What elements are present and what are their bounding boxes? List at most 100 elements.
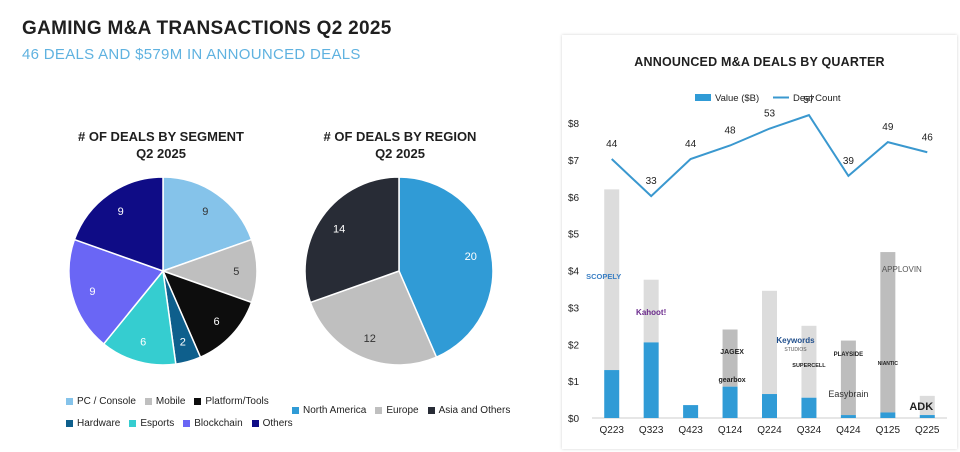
deal-count-label-q324: 57 [803, 95, 815, 106]
quarterly-combo-chart: $0 $1 $2 $3 $4 $5 $6 $7 $8 Q223 Q323 Q423 Q124 Q224 Q3… [568, 93, 947, 436]
y-tick-label: $4 [568, 267, 580, 278]
legend-swatch [183, 420, 191, 427]
legend-label: Europe [386, 405, 419, 416]
bar-value-q224 [762, 394, 777, 418]
annotation-scopely: SCOPELY [586, 272, 621, 281]
segment-label-pc-console: 9 [202, 206, 208, 218]
legend-swatch-value [695, 94, 711, 101]
bar-value-q423 [683, 405, 699, 418]
legend-swatch [251, 420, 259, 427]
annotation-jagex: JAGEX [720, 349, 744, 356]
legend-swatch [66, 420, 73, 427]
page-title: GAMING M&A TRANSACTIONS Q2 2025 [22, 18, 392, 39]
region-pie-title-block: # OF DEALS BY REGION Q2 2025 [290, 128, 510, 162]
x-tick-label-q324: Q324 [797, 425, 822, 436]
legend-swatch [144, 398, 152, 405]
bar-other-q124 [722, 329, 738, 387]
deal-count-label-q124: 48 [724, 126, 736, 137]
page-subtitle: 46 DEALS AND $579M IN ANNOUNCED DEALS [22, 46, 361, 63]
region-pie-subtitle: Q2 2025 [375, 146, 425, 161]
annotation-studios: STUDIOS [784, 347, 807, 353]
legend-swatch [194, 398, 202, 405]
segment-label-hardware: 2 [180, 337, 186, 349]
legend-label: North America [303, 405, 367, 416]
segment-label-mobile: 5 [233, 266, 239, 278]
segment-pie-chart: 9 5 6 2 6 9 9 [68, 176, 258, 366]
bar-value-q225 [919, 415, 935, 418]
annotation-easybrain: Easybrain [828, 389, 868, 399]
bar-other-q424 [840, 340, 856, 416]
legend-label: Blockchain [194, 418, 243, 429]
region-label-asia-and-others: 14 [333, 224, 345, 236]
deal-count-label-q423: 44 [685, 139, 697, 150]
quarterly-chart-title: ANNOUNCED M&A DEALS BY QUARTER [634, 55, 885, 69]
region-slice-north-america [398, 176, 494, 359]
segment-legend-hardware: Hardware [66, 418, 120, 429]
legend-label: PC / Console [77, 396, 136, 407]
segment-slice-others [73, 176, 164, 273]
deal-count-label-q223: 44 [606, 139, 618, 150]
legend-swatch [292, 407, 299, 414]
segment-legend-esports: Esports [129, 418, 174, 429]
region-label-europe: 12 [364, 333, 376, 345]
legend-swatch [375, 407, 383, 414]
legend-swatch [66, 398, 73, 405]
bar-other-q323 [643, 279, 659, 343]
y-tick-label: $3 [568, 303, 580, 314]
segment-label-others: 9 [118, 206, 124, 218]
bar-other-q223 [604, 189, 620, 371]
legend-label: Others [262, 418, 293, 429]
bar-other-q324 [801, 325, 817, 398]
annotation-keywords: Keywords [776, 336, 815, 345]
legend-swatch [427, 407, 435, 414]
region-pie-title: # OF DEALS BY REGION [323, 129, 477, 144]
x-tick-label-q124: Q124 [718, 425, 743, 436]
y-tick-label: $0 [568, 414, 580, 425]
legend-label-value: Value ($B) [715, 93, 759, 104]
legend-swatch [129, 420, 137, 427]
annotation-kahoot: Kahoot! [636, 308, 666, 317]
legend-label: Mobile [155, 396, 186, 407]
segment-legend-others: Others [251, 418, 293, 429]
x-tick-label-q323: Q323 [639, 425, 664, 436]
segment-legend-pc-console: PC / Console [66, 396, 136, 407]
bar-other-q225 [919, 395, 935, 416]
segment-legend-blockchain: Blockchain [183, 418, 243, 429]
bar-other-q224 [762, 290, 777, 395]
y-tick-label: $8 [568, 119, 580, 130]
bar-other-q125 [880, 252, 896, 413]
region-legend-europe: Europe [375, 405, 419, 416]
y-tick-label: $2 [568, 340, 580, 351]
y-tick-label: $7 [568, 156, 580, 167]
bar-value-q324 [801, 397, 817, 418]
y-tick-label: $1 [568, 377, 580, 388]
x-tick-label-q424: Q424 [836, 425, 861, 436]
bar-value-q124 [722, 386, 738, 418]
region-legend: North America Europe Asia and Others [292, 405, 519, 427]
annotation-adk: ADK [909, 401, 933, 413]
deal-count-label-q323: 33 [646, 176, 658, 187]
x-tick-label-q125: Q125 [876, 425, 901, 436]
segment-label-esports: 6 [140, 337, 146, 349]
annotation-niantic: NIANTIC [878, 361, 899, 367]
quarterly-deals-panel: ANNOUNCED M&A DEALS BY QUARTER $0 $1 $2 $3 $… [562, 35, 957, 449]
segment-slice-pc-console [162, 176, 253, 273]
region-legend-asia-and-others: Asia and Others [427, 405, 510, 416]
legend-label: Platform/Tools [205, 396, 269, 407]
legend-label: Hardware [77, 418, 121, 429]
x-tick-label-q423: Q423 [678, 425, 703, 436]
segment-slice-blockchain [68, 238, 165, 345]
segment-pie-title: # OF DEALS BY SEGMENT [78, 129, 244, 144]
x-tick-label-q224: Q224 [757, 425, 782, 436]
annotation-playside: PLAYSIDE [834, 352, 863, 358]
deal-count-line [611, 113, 928, 198]
segment-pie-title-block: # OF DEALS BY SEGMENT Q2 2025 [51, 128, 271, 162]
legend-label-count: Deal Count [793, 93, 841, 104]
region-legend-north-america: North America [292, 405, 366, 416]
y-tick-label: $5 [568, 230, 580, 241]
bar-value-q323 [643, 342, 659, 418]
combo-legend: Value ($B) Deal Count [695, 93, 841, 104]
segment-slice-platform-tools [161, 269, 253, 359]
x-tick-label-q225: Q225 [915, 425, 940, 436]
segment-slice-esports [102, 269, 177, 366]
